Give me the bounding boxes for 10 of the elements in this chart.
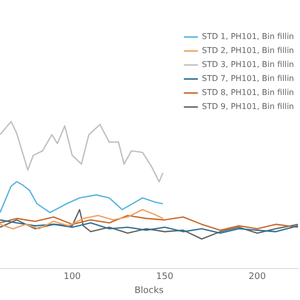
legend-label: STD 1, PH101, Bin fillin xyxy=(202,32,294,42)
legend-label: STD 3, PH101, Bin fillin xyxy=(202,60,294,70)
x-axis-title: Blocks xyxy=(134,286,164,296)
legend-label: STD 9, PH101, Bin fillin xyxy=(202,102,294,112)
x-tick-label: 100 xyxy=(64,272,82,282)
legend-label: STD 7, PH101, Bin fillin xyxy=(202,74,294,84)
x-tick-label: 200 xyxy=(248,272,266,282)
x-tick-label: 150 xyxy=(156,272,174,282)
legend-label: STD 2, PH101, Bin fillin xyxy=(202,46,294,56)
legend-label: STD 8, PH101, Bin fillin xyxy=(202,88,294,98)
